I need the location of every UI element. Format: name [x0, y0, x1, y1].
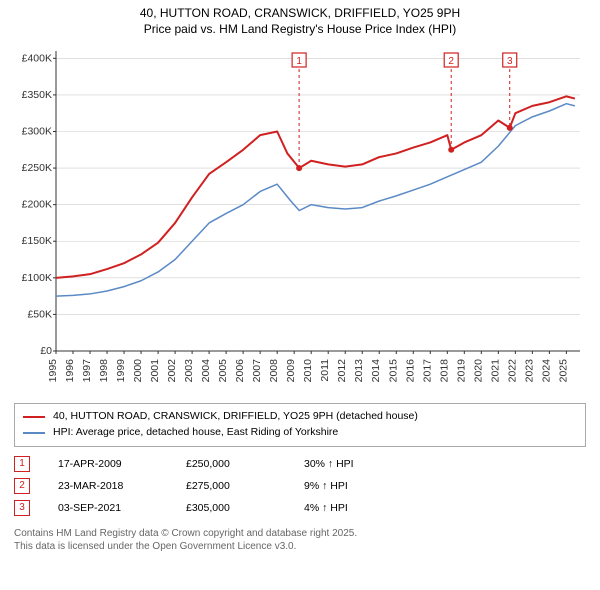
svg-text:2005: 2005	[217, 359, 229, 383]
sale-date: 23-MAR-2018	[58, 480, 158, 492]
svg-text:2025: 2025	[557, 359, 569, 383]
svg-text:£150K: £150K	[22, 235, 52, 247]
chart-title: 40, HUTTON ROAD, CRANSWICK, DRIFFIELD, Y…	[0, 0, 600, 41]
svg-text:3: 3	[507, 56, 513, 67]
svg-text:1995: 1995	[47, 359, 59, 383]
svg-text:2022: 2022	[506, 359, 518, 383]
svg-text:2023: 2023	[523, 359, 535, 383]
legend-label-hpi: HPI: Average price, detached house, East…	[53, 425, 338, 441]
sale-price: £275,000	[186, 480, 276, 492]
legend-label-property: 40, HUTTON ROAD, CRANSWICK, DRIFFIELD, Y…	[53, 409, 418, 425]
sale-price: £250,000	[186, 458, 276, 470]
legend-swatch-hpi	[23, 432, 45, 434]
title-line2: Price paid vs. HM Land Registry's House …	[10, 22, 590, 38]
svg-text:£0: £0	[40, 345, 52, 357]
svg-text:2004: 2004	[200, 359, 212, 383]
svg-text:2019: 2019	[455, 359, 467, 383]
svg-text:£300K: £300K	[22, 126, 52, 138]
sale-row: 3 03-SEP-2021 £305,000 4% ↑ HPI	[14, 497, 586, 519]
sale-hpi: 9% ↑ HPI	[304, 480, 348, 492]
svg-text:2024: 2024	[540, 359, 552, 383]
svg-text:2007: 2007	[251, 359, 263, 383]
sale-hpi: 4% ↑ HPI	[304, 502, 348, 514]
svg-text:1996: 1996	[64, 359, 76, 383]
legend-item-hpi: HPI: Average price, detached house, East…	[23, 425, 577, 441]
svg-text:2001: 2001	[149, 359, 161, 383]
sale-marker-icon: 3	[14, 500, 30, 516]
svg-text:2017: 2017	[421, 359, 433, 383]
svg-text:2016: 2016	[404, 359, 416, 383]
svg-text:£50K: £50K	[27, 309, 52, 321]
svg-text:1997: 1997	[81, 359, 93, 383]
svg-text:2002: 2002	[166, 359, 178, 383]
footer-line2: This data is licensed under the Open Gov…	[14, 540, 586, 553]
svg-text:1: 1	[296, 56, 302, 67]
svg-text:£400K: £400K	[22, 53, 52, 65]
sale-hpi: 30% ↑ HPI	[304, 458, 354, 470]
footer-line1: Contains HM Land Registry data © Crown c…	[14, 527, 586, 540]
svg-text:2015: 2015	[387, 359, 399, 383]
legend-swatch-property	[23, 416, 45, 418]
svg-text:2000: 2000	[132, 359, 144, 383]
svg-text:1999: 1999	[115, 359, 127, 383]
svg-text:2006: 2006	[234, 359, 246, 383]
svg-text:2008: 2008	[268, 359, 280, 383]
svg-text:2018: 2018	[438, 359, 450, 383]
svg-text:2011: 2011	[319, 359, 331, 382]
legend: 40, HUTTON ROAD, CRANSWICK, DRIFFIELD, Y…	[14, 403, 586, 447]
svg-text:£350K: £350K	[22, 89, 52, 101]
attribution-footer: Contains HM Land Registry data © Crown c…	[14, 527, 586, 553]
svg-text:£100K: £100K	[22, 272, 52, 284]
svg-text:£250K: £250K	[22, 162, 52, 174]
svg-text:2009: 2009	[285, 359, 297, 383]
svg-text:2012: 2012	[336, 359, 348, 383]
svg-text:2003: 2003	[183, 359, 195, 383]
sale-date: 17-APR-2009	[58, 458, 158, 470]
sale-row: 1 17-APR-2009 £250,000 30% ↑ HPI	[14, 453, 586, 475]
svg-text:2021: 2021	[489, 359, 501, 383]
svg-text:2020: 2020	[472, 359, 484, 383]
svg-text:2010: 2010	[302, 359, 314, 383]
sale-marker-icon: 1	[14, 456, 30, 472]
svg-text:2: 2	[448, 56, 454, 67]
legend-item-property: 40, HUTTON ROAD, CRANSWICK, DRIFFIELD, Y…	[23, 409, 577, 425]
svg-text:1998: 1998	[98, 359, 110, 383]
sale-price: £305,000	[186, 502, 276, 514]
title-line1: 40, HUTTON ROAD, CRANSWICK, DRIFFIELD, Y…	[10, 6, 590, 22]
svg-text:£200K: £200K	[22, 199, 52, 211]
svg-text:2013: 2013	[353, 359, 365, 383]
sale-row: 2 23-MAR-2018 £275,000 9% ↑ HPI	[14, 475, 586, 497]
chart-container: £0 £50K £100K £150K £200K £250K £300K £350K £400…	[10, 45, 590, 395]
sales-list: 1 17-APR-2009 £250,000 30% ↑ HPI 2 23-MAR-201…	[14, 453, 586, 519]
line-chart: £0 £50K £100K £150K £200K £250K £300K £350K £400…	[10, 45, 590, 395]
svg-text:2014: 2014	[370, 359, 382, 383]
sale-marker-icon: 2	[14, 478, 30, 494]
sale-date: 03-SEP-2021	[58, 502, 158, 514]
